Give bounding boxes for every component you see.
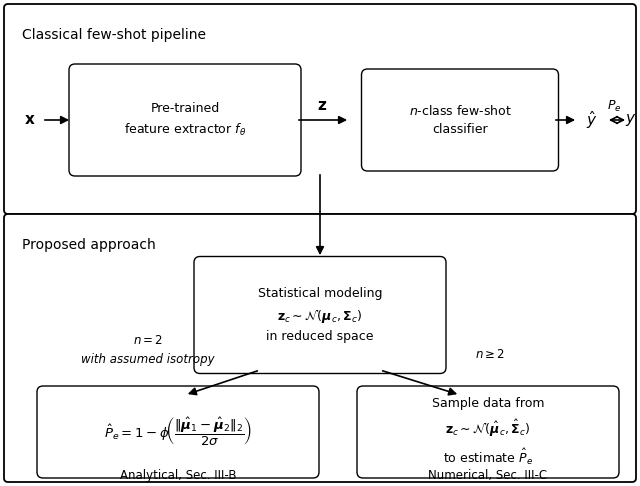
Text: Analytical, Sec. III-B: Analytical, Sec. III-B	[120, 469, 236, 483]
FancyBboxPatch shape	[362, 69, 559, 171]
Text: Pre-trained
feature extractor $f_\theta$: Pre-trained feature extractor $f_\theta$	[124, 103, 246, 138]
FancyBboxPatch shape	[37, 386, 319, 478]
Text: $\mathbf{z}$: $\mathbf{z}$	[317, 99, 327, 114]
Text: Sample data from
$\mathbf{z}_c \sim \mathcal{N}(\hat{\boldsymbol{\mu}}_c, \hat{\: Sample data from $\mathbf{z}_c \sim \mat…	[432, 397, 544, 467]
FancyBboxPatch shape	[69, 64, 301, 176]
FancyBboxPatch shape	[194, 257, 446, 374]
Text: $y$: $y$	[625, 112, 637, 128]
Text: $n$-class few-shot
classifier: $n$-class few-shot classifier	[408, 104, 511, 136]
Text: $\hat{P}_e = 1 - \phi\!\left(\dfrac{\|\hat{\boldsymbol{\mu}}_1 - \hat{\boldsymbo: $\hat{P}_e = 1 - \phi\!\left(\dfrac{\|\h…	[104, 416, 252, 448]
Text: $P_e$: $P_e$	[607, 99, 621, 114]
FancyBboxPatch shape	[357, 386, 619, 478]
FancyBboxPatch shape	[4, 4, 636, 214]
Text: Classical few-shot pipeline: Classical few-shot pipeline	[22, 28, 206, 42]
Text: Proposed approach: Proposed approach	[22, 238, 156, 252]
Text: $n \geq 2$: $n \geq 2$	[475, 348, 505, 362]
Text: Statistical modeling
$\mathbf{z}_c \sim \mathcal{N}(\boldsymbol{\mu}_c, \boldsym: Statistical modeling $\mathbf{z}_c \sim …	[258, 287, 382, 343]
Text: $\mathbf{x}$: $\mathbf{x}$	[24, 112, 36, 127]
Text: Numerical, Sec. III-C: Numerical, Sec. III-C	[428, 469, 548, 483]
FancyBboxPatch shape	[4, 214, 636, 482]
Text: $\hat{y}$: $\hat{y}$	[586, 109, 598, 131]
Text: $n = 2$
with assumed isotropy: $n = 2$ with assumed isotropy	[81, 334, 215, 365]
